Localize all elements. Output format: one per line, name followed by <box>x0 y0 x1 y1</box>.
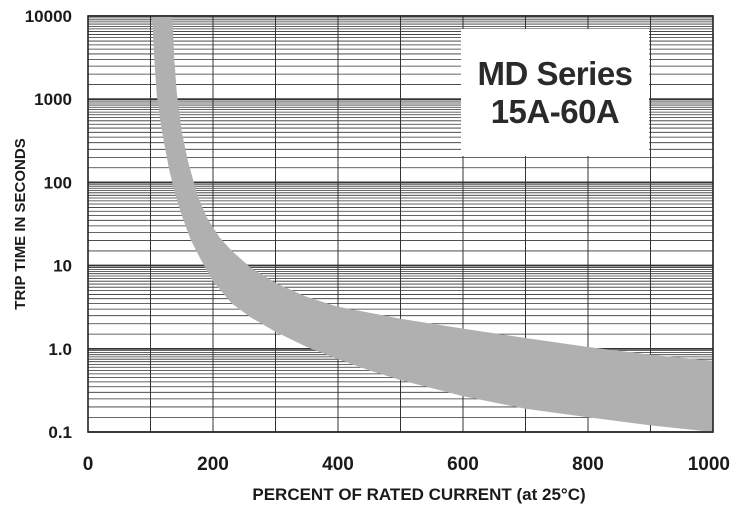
x-tick-label: 1000 <box>688 454 730 475</box>
y-tick-label: 10000 <box>25 7 72 26</box>
series-annotation: MD Series 15A-60A <box>461 29 649 156</box>
trip-curve-band <box>152 16 713 432</box>
x-tick-label: 800 <box>572 454 604 475</box>
y-tick-label: 10 <box>53 257 72 276</box>
x-tick-labels: 0 200 400 600 800 1000 <box>83 454 730 475</box>
x-axis-title: PERCENT OF RATED CURRENT (at 25°C) <box>252 485 585 504</box>
y-tick-label: 1000 <box>34 90 72 109</box>
y-tick-label: 0.1 <box>48 423 72 442</box>
x-tick-label: 0 <box>83 454 94 475</box>
plot-frame <box>87 15 714 433</box>
annotation-line-1: MD Series <box>477 54 633 92</box>
y-tick-label: 100 <box>44 173 72 192</box>
y-axis-title: TRIP TIME IN SECONDS <box>12 138 29 309</box>
annotation-line-2: 15A-60A <box>490 92 620 130</box>
y-tick-labels: 0.1 1.0 10 100 1000 10000 <box>25 7 72 442</box>
x-tick-label: 400 <box>322 454 354 475</box>
y-tick-label: 1.0 <box>48 340 72 359</box>
x-tick-label: 600 <box>447 454 479 475</box>
x-tick-label: 200 <box>197 454 229 475</box>
